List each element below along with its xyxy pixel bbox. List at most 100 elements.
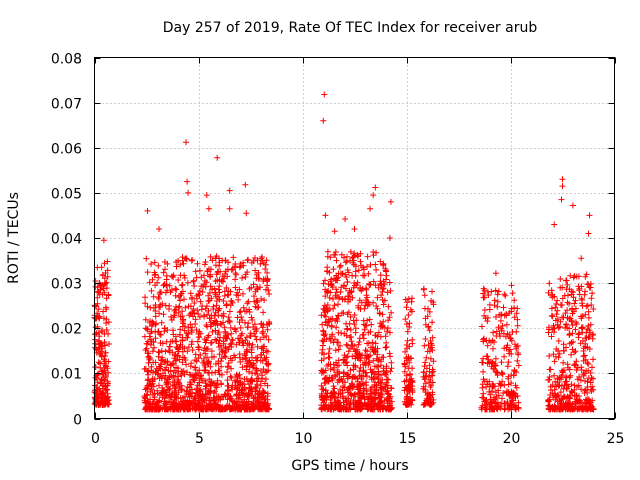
data-point xyxy=(225,346,232,353)
data-point xyxy=(250,403,257,410)
data-point xyxy=(149,380,156,387)
data-point xyxy=(493,328,500,335)
data-point xyxy=(155,295,162,302)
data-point xyxy=(358,262,365,269)
data-point xyxy=(102,280,109,287)
data-point xyxy=(515,404,522,411)
data-point xyxy=(338,284,345,291)
data-point xyxy=(255,406,262,413)
data-point xyxy=(215,329,222,336)
data-point xyxy=(213,253,220,260)
data-point xyxy=(377,406,384,413)
data-point xyxy=(263,286,269,293)
data-point xyxy=(262,275,269,282)
data-point xyxy=(585,322,592,329)
data-point xyxy=(222,257,229,264)
data-point xyxy=(427,338,434,344)
data-point xyxy=(405,355,412,362)
data-point xyxy=(250,257,257,264)
data-point xyxy=(161,328,168,335)
data-point xyxy=(152,308,159,314)
data-point xyxy=(218,363,225,370)
data-point xyxy=(195,291,202,298)
data-point xyxy=(358,405,365,412)
data-point xyxy=(557,284,564,291)
data-point xyxy=(484,353,491,360)
data-point xyxy=(386,235,393,241)
data-point xyxy=(318,382,325,389)
data-point xyxy=(191,282,198,289)
data-point xyxy=(243,346,250,353)
data-point xyxy=(371,402,378,409)
data-point xyxy=(228,365,235,372)
data-point xyxy=(240,262,247,269)
data-point xyxy=(566,286,573,293)
data-point xyxy=(144,303,151,310)
data-point xyxy=(232,379,238,385)
data-point xyxy=(189,347,196,353)
data-point xyxy=(585,334,592,341)
data-point xyxy=(262,395,269,402)
data-point xyxy=(320,338,327,345)
data-point xyxy=(384,325,391,332)
data-point xyxy=(207,273,214,280)
data-point xyxy=(196,334,203,340)
data-point xyxy=(184,369,190,376)
data-point xyxy=(333,289,340,296)
data-point xyxy=(344,293,351,300)
data-point xyxy=(196,367,203,374)
data-point xyxy=(216,262,223,269)
data-point xyxy=(375,375,382,382)
data-point xyxy=(192,268,199,275)
data-point xyxy=(157,302,164,308)
data-point xyxy=(480,376,487,383)
data-point xyxy=(576,330,583,337)
data-point xyxy=(562,378,569,385)
data-point xyxy=(388,309,395,316)
data-point xyxy=(507,346,513,353)
data-point xyxy=(204,323,211,330)
data-point xyxy=(377,384,384,391)
data-point xyxy=(162,372,169,379)
data-point xyxy=(330,383,337,390)
data-point xyxy=(555,347,562,354)
data-point xyxy=(144,340,151,347)
data-point xyxy=(196,267,203,274)
data-point xyxy=(166,373,173,380)
data-point xyxy=(142,294,148,301)
data-point xyxy=(388,385,395,392)
data-point xyxy=(204,334,211,341)
data-point xyxy=(365,270,372,277)
data-point xyxy=(243,334,250,341)
data-point xyxy=(230,254,237,261)
data-point xyxy=(492,287,499,294)
data-point xyxy=(337,386,344,393)
data-point xyxy=(565,406,572,413)
data-point xyxy=(331,228,338,235)
data-point xyxy=(100,315,107,322)
data-point xyxy=(362,347,369,354)
data-point xyxy=(495,392,502,399)
data-point xyxy=(426,362,433,369)
data-point xyxy=(556,375,563,382)
data-point xyxy=(184,397,191,404)
data-point xyxy=(580,353,587,360)
data-point xyxy=(203,402,210,409)
data-point xyxy=(211,353,217,360)
data-point xyxy=(494,406,501,413)
data-point xyxy=(351,373,358,380)
data-point xyxy=(380,318,387,325)
data-point xyxy=(356,339,363,345)
data-point xyxy=(202,350,209,357)
data-point xyxy=(254,381,261,388)
data-point xyxy=(506,331,513,338)
data-point xyxy=(333,324,340,331)
data-point xyxy=(164,327,171,333)
data-point xyxy=(508,404,514,411)
data-point xyxy=(102,304,109,311)
data-point xyxy=(142,347,149,354)
data-point xyxy=(106,341,112,347)
data-point xyxy=(422,373,429,380)
data-point xyxy=(514,322,521,329)
data-point xyxy=(211,405,218,411)
